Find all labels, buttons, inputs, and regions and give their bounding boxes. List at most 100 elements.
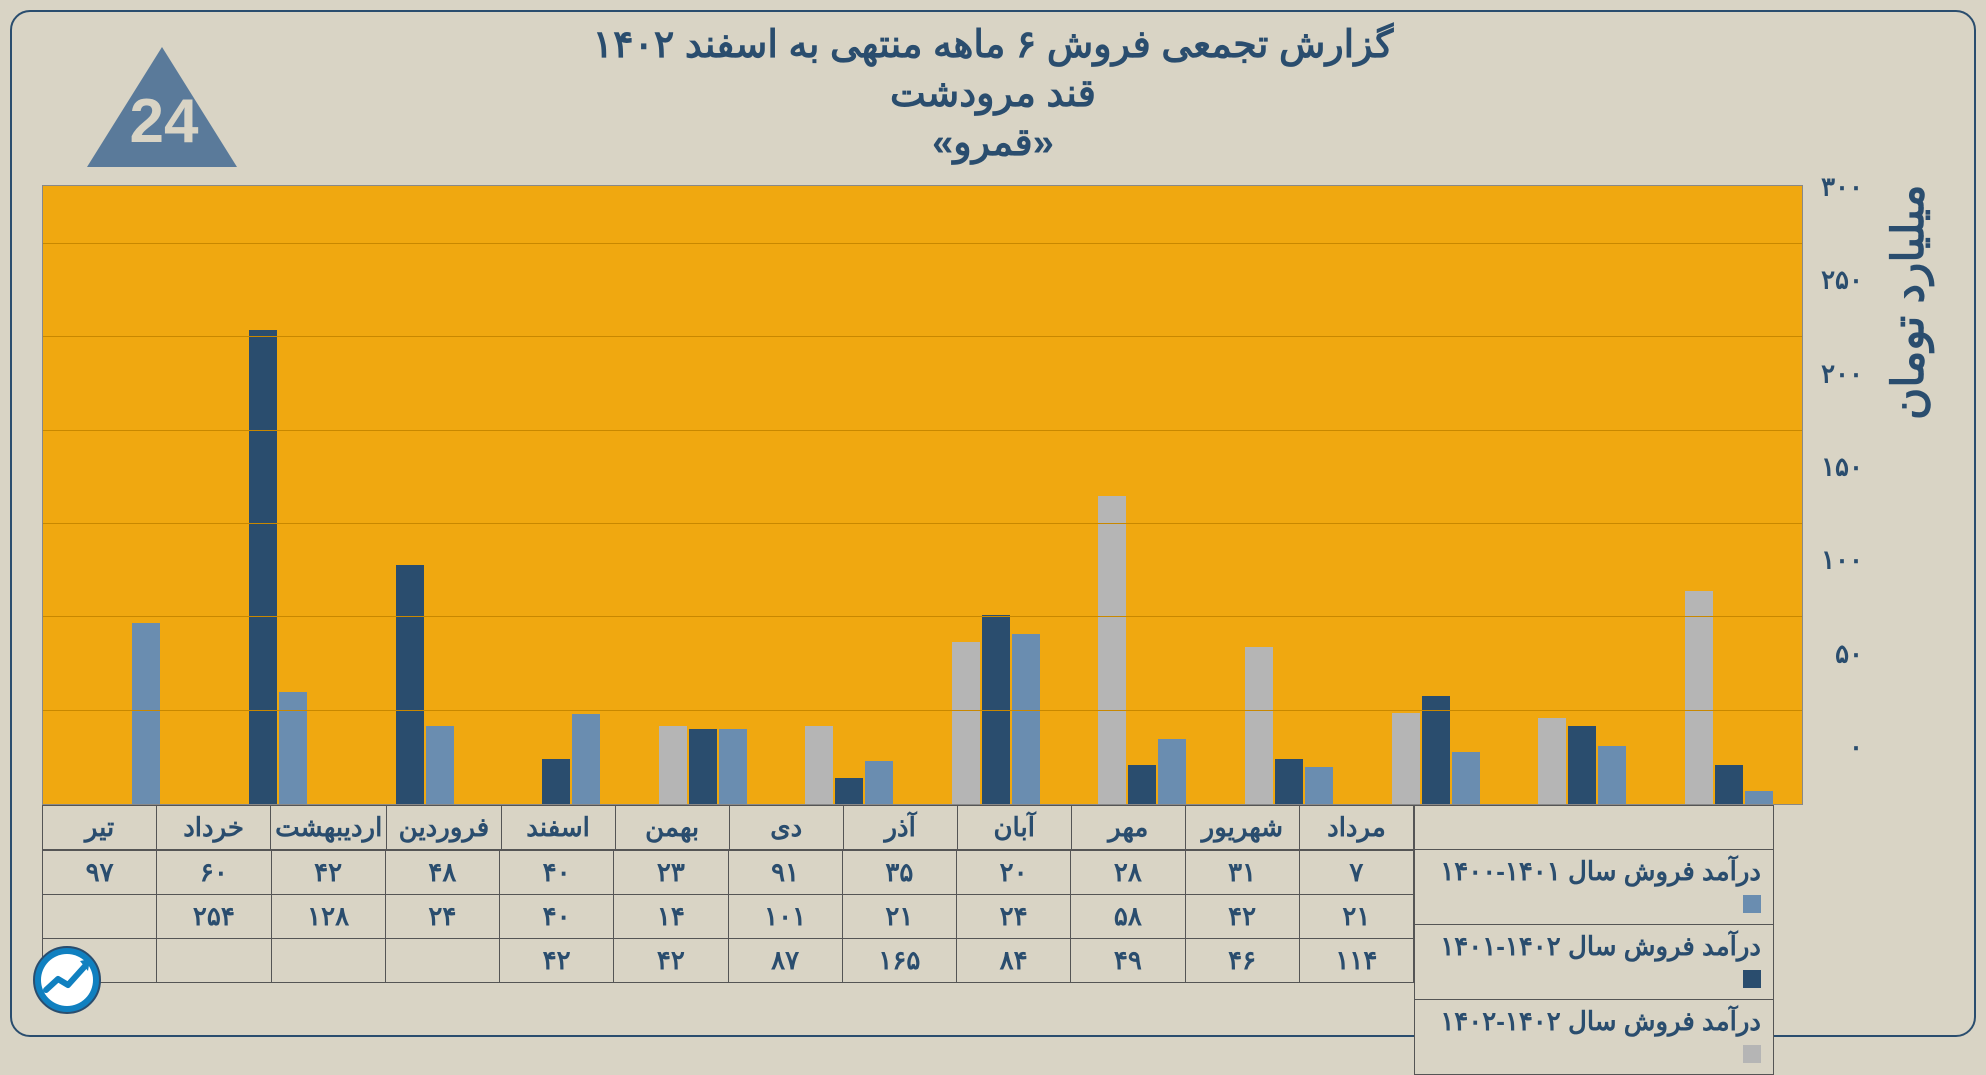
bar: [1452, 752, 1480, 804]
data-cell: ۴۸: [385, 851, 499, 895]
gridline: [43, 710, 1802, 711]
bar: [1392, 713, 1420, 804]
bar: [426, 726, 454, 804]
category-label: دی: [729, 806, 843, 850]
data-cell: ۲۱: [842, 895, 956, 939]
legend-item: درآمد فروش سال ۱۴۰۲-۱۴۰۲: [1415, 1000, 1774, 1075]
data-cell: [43, 895, 157, 939]
category-label: خرداد: [157, 806, 271, 850]
logo-triangle-icon: 24: [82, 42, 242, 172]
category-group: [190, 186, 337, 804]
data-cell: ۶۰: [157, 851, 271, 895]
category-group: [336, 186, 483, 804]
legend-swatch: [1743, 895, 1761, 913]
bar: [1098, 496, 1126, 804]
y-tick: ۲۰۰: [1821, 358, 1863, 389]
data-cell: ۴۲: [1185, 895, 1299, 939]
category-group: [1362, 186, 1509, 804]
data-cell: ۲۴: [385, 895, 499, 939]
data-cell: ۲۸: [1071, 851, 1185, 895]
category-group: [1655, 186, 1802, 804]
legend-table: درآمد فروش سال ۱۴۰۱-۱۴۰۰ درآمد فروش سال …: [1414, 805, 1774, 1075]
data-cell: ۴۶: [1185, 939, 1299, 983]
svg-text:24: 24: [130, 87, 199, 156]
bar: [1715, 765, 1743, 804]
bar: [865, 761, 893, 804]
bar: [542, 759, 570, 804]
data-cell: ۲۴: [957, 895, 1071, 939]
data-cell: ۷: [1299, 851, 1413, 895]
data-cell: ۹۷: [43, 851, 157, 895]
category-group: [1509, 186, 1656, 804]
bar: [1305, 767, 1333, 804]
title-line1: گزارش تجمعی فروش ۶ ماهه منتهی به اسفند ۱…: [42, 22, 1944, 67]
category-label: شهریور: [1185, 806, 1299, 850]
bar: [805, 726, 833, 804]
data-cell: ۲۱: [1299, 895, 1413, 939]
bar: [1685, 591, 1713, 804]
y-axis: ۰۵۰۱۰۰۱۵۰۲۰۰۲۵۰۳۰۰: [1803, 185, 1873, 745]
category-label: فروردین: [387, 806, 501, 850]
data-cell: ۲۰: [957, 851, 1071, 895]
data-cell: ۱۰۱: [728, 895, 842, 939]
data-values-table: ۷۳۱۲۸۲۰۳۵۹۱۲۳۴۰۴۸۴۲۶۰۹۷۲۱۴۲۵۸۲۴۲۱۱۰۱۱۴۴۰…: [42, 850, 1414, 983]
bar: [1422, 696, 1450, 804]
bars-container: [43, 186, 1802, 804]
bar: [1568, 726, 1596, 804]
bar: [249, 330, 277, 804]
data-cell: [271, 939, 385, 983]
category-label: مهر: [1071, 806, 1185, 850]
category-label: آذر: [843, 806, 957, 850]
category-header-row: مردادشهریورمهرآبانآذردیبهمناسفندفروردینا…: [42, 805, 1414, 850]
bar: [396, 565, 424, 804]
bar: [835, 778, 863, 804]
bar: [689, 729, 717, 804]
chart-frame: 24 ƂOURSΣ24 گزارش تجمعی فروش ۶ ماهه منته…: [10, 10, 1976, 1037]
bar: [1128, 765, 1156, 804]
data-cell: ۴۲: [271, 851, 385, 895]
bar: [1598, 746, 1626, 804]
category-label: اسفند: [501, 806, 615, 850]
data-cell: ۳۵: [842, 851, 956, 895]
data-cell: ۱۶۵: [842, 939, 956, 983]
data-cell: ۲۵۴: [157, 895, 271, 939]
chart-header: گزارش تجمعی فروش ۶ ماهه منتهی به اسفند ۱…: [42, 22, 1944, 165]
data-cell: ۴۰: [500, 851, 614, 895]
category-label: اردیبهشت: [271, 806, 387, 850]
data-cell: ۳۱: [1185, 851, 1299, 895]
category-group: [629, 186, 776, 804]
data-cell: [385, 939, 499, 983]
bar: [1538, 718, 1566, 804]
corner-chart-icon: [32, 945, 102, 1015]
bar: [719, 729, 747, 804]
title-line3: «قمرو»: [42, 120, 1944, 165]
legend-spacer: [1415, 806, 1774, 850]
category-label: تیر: [43, 806, 157, 850]
legend-swatch: [1743, 1045, 1761, 1063]
data-cell: ۴۲: [500, 939, 614, 983]
y-axis-label: میلیارد تومان: [1873, 185, 1944, 805]
gridline: [43, 243, 1802, 244]
data-cell: ۱۲۸: [271, 895, 385, 939]
y-tick: ۱۵۰: [1821, 452, 1863, 483]
data-cell: ۹۱: [728, 851, 842, 895]
bar: [132, 623, 160, 804]
data-cell: ۸۴: [957, 939, 1071, 983]
legend-swatch: [1743, 970, 1761, 988]
category-group: [923, 186, 1070, 804]
data-cell: ۴۹: [1071, 939, 1185, 983]
legend-item: درآمد فروش سال ۱۴۰۲-۱۴۰۱: [1415, 925, 1774, 1000]
y-tick: ۵۰: [1835, 638, 1863, 669]
gridline: [43, 616, 1802, 617]
y-tick: ۲۵۰: [1821, 265, 1863, 296]
y-tick: ۳۰۰: [1821, 172, 1863, 203]
category-label: آبان: [957, 806, 1071, 850]
data-cell: [157, 939, 271, 983]
y-tick: ۰: [1849, 732, 1863, 763]
legend-item: درآمد فروش سال ۱۴۰۱-۱۴۰۰: [1415, 850, 1774, 925]
category-group: [776, 186, 923, 804]
bar: [1158, 739, 1186, 804]
category-group: [43, 186, 190, 804]
bar: [572, 714, 600, 804]
gridline: [43, 430, 1802, 431]
